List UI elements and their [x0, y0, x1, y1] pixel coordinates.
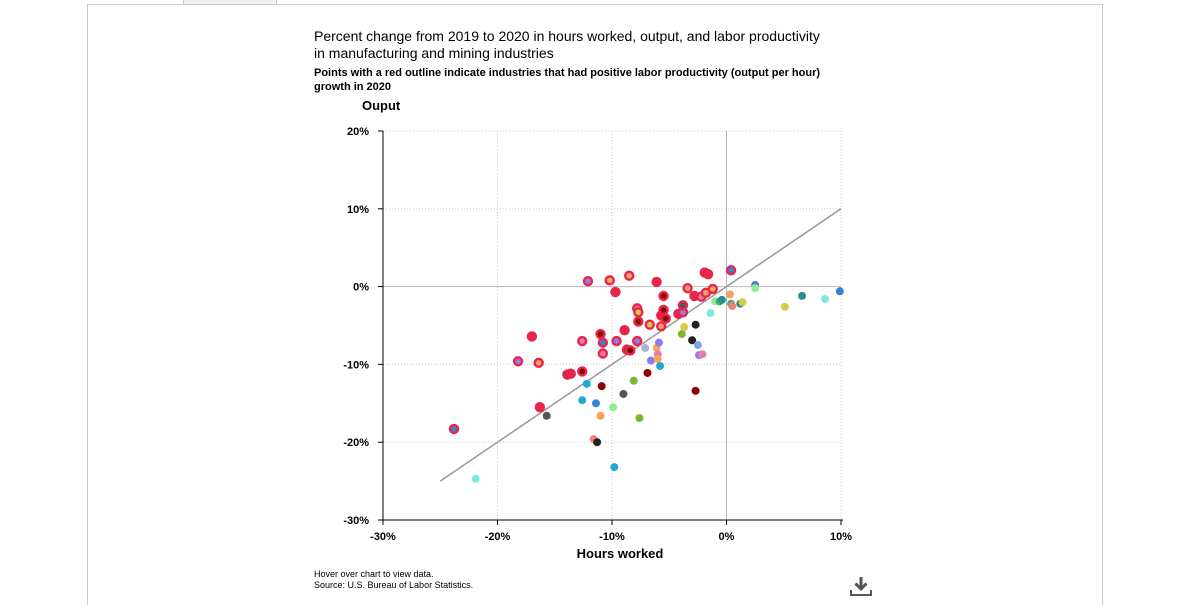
x-tick-label: -20% [485, 531, 511, 543]
data-point-outlined[interactable] [534, 401, 546, 413]
data-point[interactable] [597, 382, 606, 391]
data-point[interactable] [728, 302, 737, 311]
data-point[interactable] [738, 298, 747, 307]
data-point-outlined[interactable] [611, 335, 622, 347]
chart-title: Percent change from 2019 to 2020 in hour… [314, 28, 820, 61]
data-point-outlined[interactable] [725, 265, 737, 276]
data-point[interactable] [542, 411, 551, 420]
data-point-outlined[interactable] [656, 321, 667, 332]
data-point[interactable] [688, 336, 697, 345]
data-point[interactable] [691, 320, 700, 329]
data-point[interactable] [653, 354, 662, 363]
data-point[interactable] [691, 386, 700, 395]
x-tick-label: 10% [830, 531, 852, 543]
data-point[interactable] [677, 330, 686, 339]
data-point[interactable] [835, 287, 844, 296]
data-point-outlined[interactable] [597, 348, 609, 359]
data-point-outlined[interactable] [582, 275, 594, 287]
data-point[interactable] [780, 302, 789, 311]
x-tick-label: 0% [719, 531, 735, 543]
data-point-outlined[interactable] [604, 275, 615, 286]
y-tick-label: -20% [343, 437, 369, 449]
data-point[interactable] [582, 379, 591, 388]
data-point[interactable] [471, 474, 480, 483]
data-point[interactable] [629, 376, 638, 385]
y-tick-label: 10% [347, 204, 369, 216]
y-tick-label: 20% [347, 126, 369, 138]
x-tick-label: -30% [370, 531, 396, 543]
data-point-outlined[interactable] [597, 337, 609, 348]
data-point-outlined[interactable] [658, 290, 669, 302]
grid-lines [383, 130, 842, 520]
data-point-outlined[interactable] [512, 356, 524, 367]
data-point-outlined[interactable] [577, 335, 588, 347]
x-axis-label: Hours worked [576, 546, 664, 561]
data-point[interactable] [820, 295, 829, 304]
data-point-outlined[interactable] [577, 366, 588, 377]
data-point[interactable] [593, 438, 602, 447]
tick-labels: -30% -20% -10% 0% 10% 20% -30% -20% -10% 0% 10% [343, 126, 852, 543]
data-point[interactable] [751, 284, 760, 293]
data-point[interactable] [693, 340, 702, 349]
data-point-outlined[interactable] [619, 324, 630, 336]
data-point[interactable] [596, 411, 605, 420]
data-point[interactable] [680, 323, 689, 332]
data-point[interactable] [635, 414, 644, 423]
hover-note: Hover over chart to view data. [314, 569, 434, 579]
data-point-outlined[interactable] [625, 345, 636, 356]
data-point[interactable] [725, 290, 734, 299]
data-point-outlined[interactable] [533, 357, 544, 369]
data-points[interactable] [448, 265, 844, 483]
chart-footer: Hover over chart to view data. Source: U… [314, 569, 473, 591]
data-point[interactable] [641, 344, 650, 353]
data-point[interactable] [646, 356, 655, 365]
source-note: Source: U.S. Bureau of Labor Statistics. [314, 580, 474, 590]
download-icon[interactable] [849, 575, 873, 597]
data-point-outlined[interactable] [677, 300, 689, 311]
data-point[interactable] [717, 295, 726, 304]
data-point-outlined[interactable] [526, 331, 538, 342]
data-point[interactable] [591, 399, 600, 408]
data-point-outlined[interactable] [682, 282, 693, 294]
data-point-outlined[interactable] [565, 368, 576, 379]
chart-subtitle: Points with a red outline indicate indus… [314, 67, 821, 93]
data-point-outlined[interactable] [633, 316, 644, 327]
data-point[interactable] [698, 350, 707, 359]
data-point[interactable] [610, 463, 619, 472]
data-point[interactable] [619, 389, 628, 398]
data-point-outlined[interactable] [702, 268, 714, 280]
y-axis-label: Ouput [362, 98, 401, 113]
data-point-outlined[interactable] [633, 307, 644, 318]
data-point-outlined[interactable] [595, 328, 606, 340]
data-point[interactable] [654, 338, 663, 347]
data-point-outlined[interactable] [448, 423, 460, 435]
data-point[interactable] [656, 361, 665, 370]
y-tick-label: 0% [353, 282, 369, 294]
y-tick-label: -30% [343, 515, 369, 527]
data-point[interactable] [706, 309, 715, 318]
axes [382, 131, 843, 521]
y-tick-label: -10% [343, 359, 369, 371]
data-point-outlined[interactable] [651, 276, 662, 288]
chart-frame [87, 4, 1103, 605]
x-tick-label: -10% [599, 531, 625, 543]
data-point-outlined[interactable] [610, 286, 621, 298]
data-point-outlined[interactable] [660, 313, 672, 324]
data-point[interactable] [643, 368, 652, 377]
data-point[interactable] [578, 396, 587, 405]
data-point-outlined[interactable] [658, 304, 669, 316]
data-point[interactable] [798, 291, 807, 300]
tab-stub[interactable] [183, 0, 277, 5]
data-point-outlined[interactable] [623, 270, 635, 281]
data-point-outlined[interactable] [631, 335, 643, 347]
data-point[interactable] [609, 403, 618, 412]
data-point-outlined[interactable] [707, 283, 718, 295]
data-point-outlined[interactable] [644, 319, 655, 330]
